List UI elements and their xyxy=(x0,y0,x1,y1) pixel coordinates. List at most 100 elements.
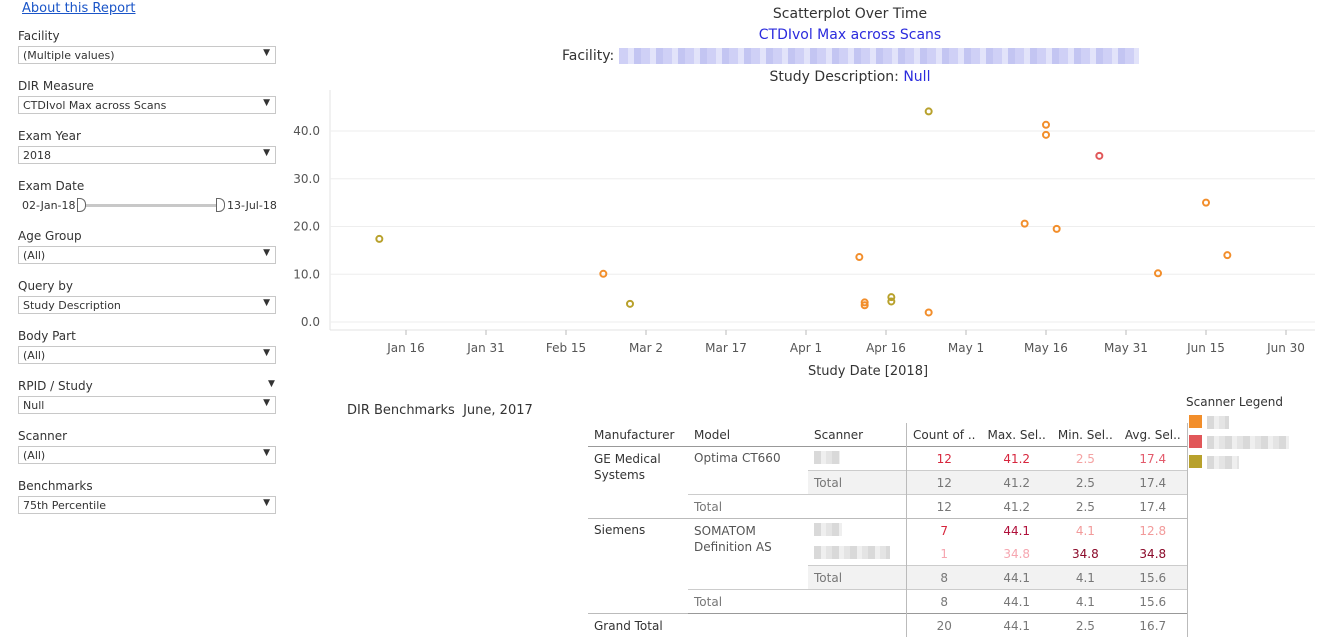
cell-grand-total-label: Grand Total xyxy=(588,614,907,637)
rpid-study-dropdown[interactable]: Null▼ xyxy=(18,396,276,414)
data-point-orange[interactable] xyxy=(1022,221,1028,227)
x-tick-label: May 16 xyxy=(1024,341,1068,355)
legend-label-redacted xyxy=(1207,456,1239,469)
cell-max: 41.2 xyxy=(981,471,1051,495)
study-heading-label: Study Description: xyxy=(770,69,899,85)
data-point-red[interactable] xyxy=(1096,153,1102,159)
benchmarks-title: DIR Benchmarks June, 2017 xyxy=(347,403,533,418)
data-point-olive[interactable] xyxy=(376,236,382,242)
facility-dropdown[interactable]: (Multiple values)▼ xyxy=(18,46,276,64)
cell-max: 44.1 xyxy=(981,566,1051,590)
cell-max: 44.1 xyxy=(981,590,1051,614)
age-group-value: (All) xyxy=(23,249,45,262)
data-point-orange[interactable] xyxy=(1043,132,1049,138)
gridlines xyxy=(330,90,1315,330)
x-tick-label: Jan 31 xyxy=(466,341,505,355)
facility-value: (Multiple values) xyxy=(23,49,115,62)
legend-swatch-red[interactable] xyxy=(1189,435,1202,448)
exam-year-dropdown[interactable]: 2018▼ xyxy=(18,146,276,164)
study-heading-value: Null xyxy=(903,69,930,85)
data-point-orange[interactable] xyxy=(1054,226,1060,232)
study-heading: Study Description: Null xyxy=(680,69,1020,85)
header-max: Max. Sel.. xyxy=(981,423,1051,447)
x-tick-label: Apr 1 xyxy=(790,341,822,355)
data-point-orange[interactable] xyxy=(1203,200,1209,206)
chevron-down-icon: ▼ xyxy=(263,448,270,458)
exam-date-start-handle[interactable] xyxy=(77,198,86,212)
facility-heading: Facility: xyxy=(562,48,1139,64)
x-axis-label: Study Date [2018] xyxy=(808,364,928,379)
legend-label-redacted xyxy=(1207,416,1229,429)
legend-swatch-orange[interactable] xyxy=(1189,415,1202,428)
cell-min: 2.5 xyxy=(1052,447,1119,471)
chevron-down-icon: ▼ xyxy=(263,298,270,308)
cell-max: 44.1 xyxy=(981,519,1051,543)
dir-measure-label: DIR Measure xyxy=(18,79,94,93)
cell-count: 12 xyxy=(907,471,982,495)
body-part-label: Body Part xyxy=(18,329,76,343)
facility-redacted xyxy=(619,48,1139,64)
chart-measure: CTDIvol Max across Scans xyxy=(680,27,1020,43)
cell-max: 41.2 xyxy=(981,447,1051,471)
exam-date-slider-track[interactable] xyxy=(80,204,222,207)
data-point-orange[interactable] xyxy=(1155,270,1161,276)
cell-scanner xyxy=(808,542,907,566)
table-row: Siemens SOMATOM Definition AS 7 44.1 4.1… xyxy=(588,519,1187,543)
chart-title: Scatterplot Over Time xyxy=(680,6,1020,22)
data-point-olive[interactable] xyxy=(926,108,932,114)
age-group-dropdown[interactable]: (All) ▼ xyxy=(18,246,276,264)
legend-swatch-olive[interactable] xyxy=(1189,455,1202,468)
table-header-row: Manufacturer Model Scanner Count of .. M… xyxy=(588,423,1187,447)
x-tick-label: Apr 16 xyxy=(866,341,906,355)
exam-date-end: 13-Jul-18 xyxy=(227,199,277,212)
cell-count: 8 xyxy=(907,590,982,614)
benchmarks-label: Benchmarks xyxy=(18,479,93,493)
dir-measure-dropdown[interactable]: CTDIvol Max across Scans▼ xyxy=(18,96,276,114)
cell-avg: 34.8 xyxy=(1119,542,1187,566)
header-min: Min. Sel.. xyxy=(1052,423,1119,447)
data-points xyxy=(376,108,1230,315)
query-by-value: Study Description xyxy=(23,299,121,312)
benchmarks-dropdown[interactable]: 75th Percentile▼ xyxy=(18,496,276,514)
chevron-down-icon[interactable]: ▼ xyxy=(268,379,275,389)
body-part-value: (All) xyxy=(23,349,45,362)
scanner-dropdown[interactable]: (All)▼ xyxy=(18,446,276,464)
header-manufacturer: Manufacturer xyxy=(588,423,688,447)
facility-label: Facility xyxy=(18,29,60,43)
body-part-dropdown[interactable]: (All)▼ xyxy=(18,346,276,364)
y-axis-ticks: 0.010.020.030.040.0 xyxy=(293,124,320,329)
x-tick-label: May 1 xyxy=(948,341,984,355)
data-point-orange[interactable] xyxy=(856,254,862,260)
cell-count: 7 xyxy=(907,519,982,543)
cell-avg: 17.4 xyxy=(1119,447,1187,471)
query-by-dropdown[interactable]: Study Description ▼ xyxy=(18,296,276,314)
chevron-down-icon: ▼ xyxy=(263,248,270,258)
x-tick-label: Mar 2 xyxy=(629,341,663,355)
data-point-olive[interactable] xyxy=(627,301,633,307)
cell-manufacturer: Siemens xyxy=(588,519,688,614)
cell-count: 12 xyxy=(907,495,982,519)
cell-min: 34.8 xyxy=(1052,542,1119,566)
about-report-link[interactable]: About this Report xyxy=(22,1,136,16)
cell-manufacturer: GE Medical Systems xyxy=(588,447,688,519)
table-row: GE Medical Systems Optima CT660 12 41.2 … xyxy=(588,447,1187,471)
exam-date-end-handle[interactable] xyxy=(216,198,225,212)
data-point-orange[interactable] xyxy=(1043,122,1049,128)
exam-date-label: Exam Date xyxy=(18,179,84,193)
data-point-orange[interactable] xyxy=(1224,252,1230,258)
cell-max: 34.8 xyxy=(981,542,1051,566)
data-point-olive[interactable] xyxy=(888,298,894,304)
cell-min: 2.5 xyxy=(1052,471,1119,495)
x-tick-label: Jun 15 xyxy=(1186,341,1225,355)
cell-avg: 12.8 xyxy=(1119,519,1187,543)
cell-min: 4.1 xyxy=(1052,590,1119,614)
data-point-orange[interactable] xyxy=(926,309,932,315)
y-tick-label: 30.0 xyxy=(293,172,320,186)
chevron-down-icon: ▼ xyxy=(263,148,270,158)
dir-measure-value: CTDIvol Max across Scans xyxy=(23,99,166,112)
cell-max: 41.2 xyxy=(981,495,1051,519)
x-tick-label: Feb 15 xyxy=(546,341,586,355)
y-tick-label: 10.0 xyxy=(293,267,320,281)
